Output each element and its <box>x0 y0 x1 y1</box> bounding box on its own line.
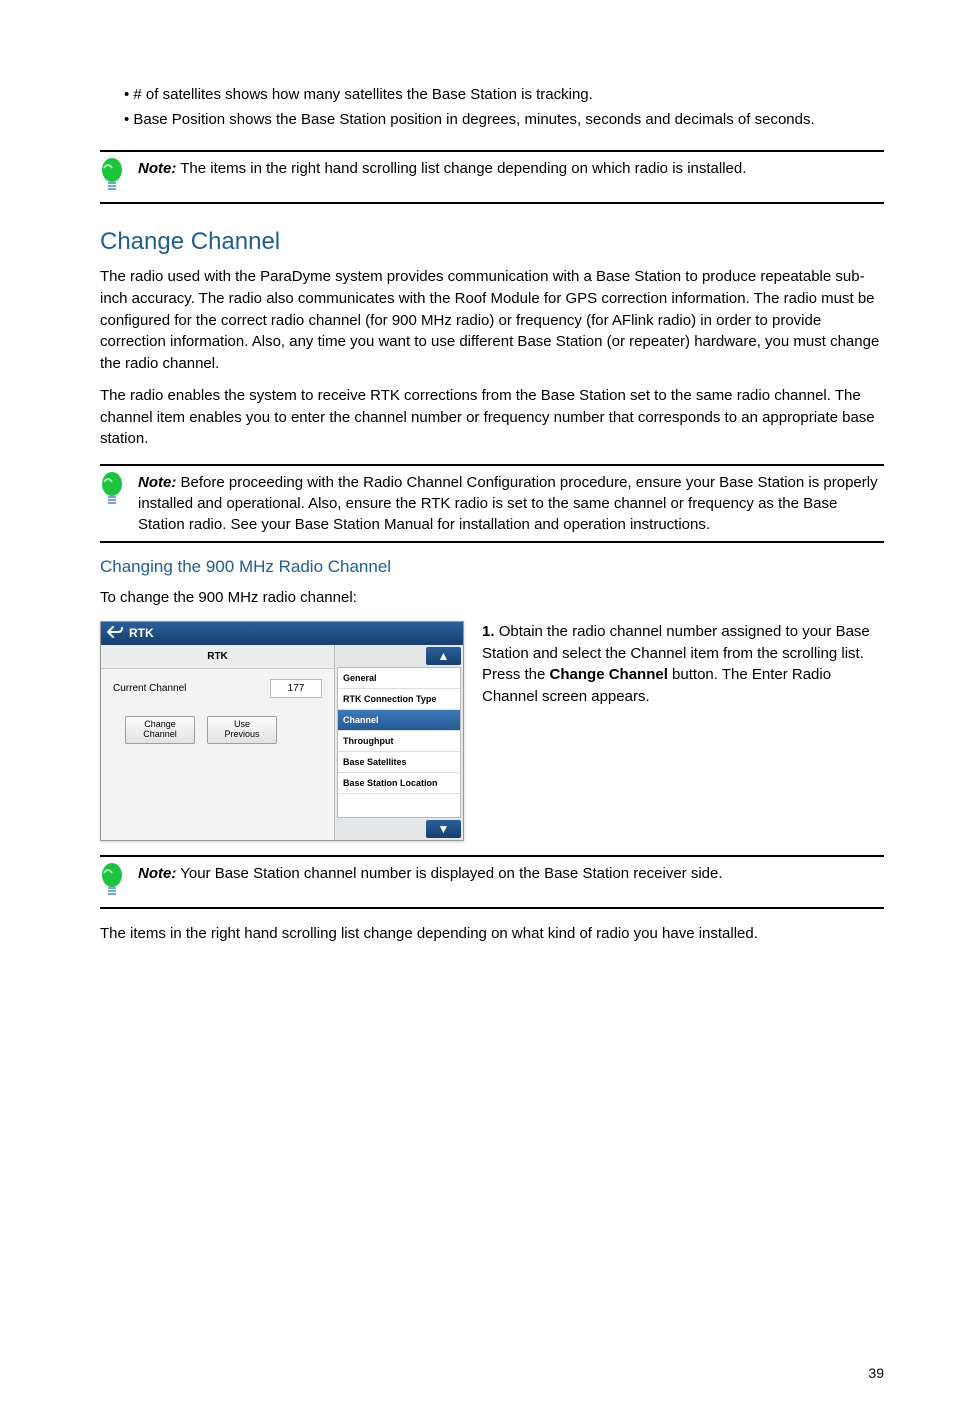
change-channel-button[interactable]: Change Channel <box>125 716 195 744</box>
change-channel-bold: Change Channel <box>550 666 668 683</box>
rtk-left-header: RTK <box>101 645 334 669</box>
rtk-window-header: RTK <box>101 622 463 645</box>
note-block: Note: Your Base Station channel number i… <box>100 855 884 909</box>
list-item-base-location[interactable]: Base Station Location <box>338 773 460 794</box>
page-number: 39 <box>100 1365 884 1381</box>
note-label: Note: <box>138 160 176 177</box>
scroll-down-button[interactable]: ▼ <box>426 820 461 838</box>
current-channel-label: Current Channel <box>113 683 270 694</box>
note-label: Note: <box>138 865 176 882</box>
lightbulb-icon <box>100 863 132 901</box>
back-arrow-icon[interactable] <box>107 626 123 641</box>
note-text: Note: The items in the right hand scroll… <box>138 158 884 179</box>
note-text: Note: Your Base Station channel number i… <box>138 863 884 884</box>
page-container: # of satellites shows how many satellite… <box>0 0 954 1421</box>
figure-column: RTK RTK Current Channel 177 Change Chann… <box>100 621 470 841</box>
scroll-up-button[interactable]: ▲ <box>426 647 461 665</box>
note-body: Before proceeding with the Radio Channel… <box>138 474 878 533</box>
list-item-throughput[interactable]: Throughput <box>338 731 460 752</box>
note-body: Your Base Station channel number is disp… <box>180 865 722 882</box>
rtk-button-row: Change Channel Use Previous <box>125 716 322 744</box>
note-text: Note: Before proceeding with the Radio C… <box>138 472 884 535</box>
paragraph: The radio enables the system to receive … <box>100 385 884 450</box>
step-number: 1. <box>482 623 495 640</box>
sub-heading: Changing the 900 MHz Radio Channel <box>100 557 884 577</box>
list-item-channel[interactable]: Channel <box>338 710 460 731</box>
rtk-left-panel: RTK Current Channel 177 Change Channel U… <box>101 645 335 840</box>
lightbulb-icon <box>100 472 132 510</box>
rtk-screenshot: RTK RTK Current Channel 177 Change Chann… <box>100 621 464 841</box>
note-label: Note: <box>138 474 176 491</box>
use-previous-button[interactable]: Use Previous <box>207 716 277 744</box>
step-text: 1. Obtain the radio channel number assig… <box>482 621 884 708</box>
note-block: Note: Before proceeding with the Radio C… <box>100 464 884 543</box>
section-heading: Change Channel <box>100 228 884 256</box>
rtk-body: RTK Current Channel 177 Change Channel U… <box>101 645 463 840</box>
figure-row: RTK RTK Current Channel 177 Change Chann… <box>100 621 884 841</box>
paragraph: To change the 900 MHz radio channel: <box>100 587 884 609</box>
rtk-scroll-list: General RTK Connection Type Channel Thro… <box>337 667 461 818</box>
bullet-list: # of satellites shows how many satellite… <box>100 84 884 130</box>
bullet-item: # of satellites shows how many satellite… <box>124 84 884 105</box>
paragraph: The radio used with the ParaDyme system … <box>100 266 884 375</box>
note-body: The items in the right hand scrolling li… <box>180 160 746 177</box>
list-item-base-satellites[interactable]: Base Satellites <box>338 752 460 773</box>
list-item-general[interactable]: General <box>338 668 460 689</box>
list-item-rtk-connection[interactable]: RTK Connection Type <box>338 689 460 710</box>
paragraph: The items in the right hand scrolling li… <box>100 923 884 945</box>
current-channel-row: Current Channel 177 <box>113 679 322 698</box>
lightbulb-icon <box>100 158 132 196</box>
bullet-item: Base Position shows the Base Station pos… <box>124 109 884 130</box>
rtk-header-title: RTK <box>129 626 154 640</box>
rtk-right-panel: ▲ General RTK Connection Type Channel Th… <box>335 645 463 840</box>
current-channel-value: 177 <box>270 679 322 698</box>
note-block: Note: The items in the right hand scroll… <box>100 150 884 204</box>
rtk-left-content: Current Channel 177 Change Channel Use P… <box>101 669 334 754</box>
